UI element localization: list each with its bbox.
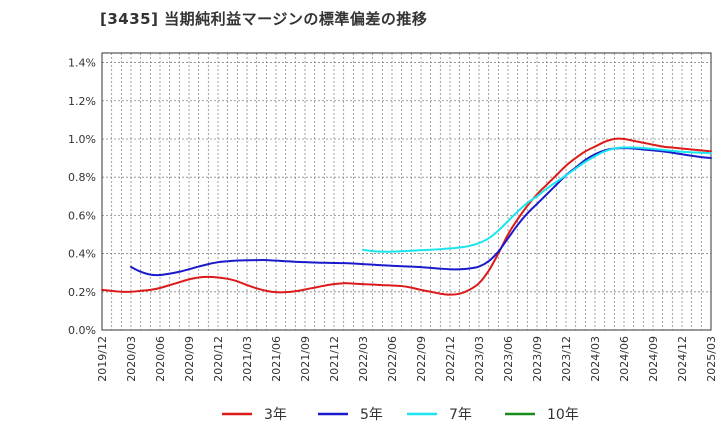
x-tick-label: 2022/06 (386, 336, 399, 382)
x-tick-label: 2021/03 (241, 336, 254, 382)
legend: 3年 5年 7年 10年 (222, 407, 579, 423)
y-tick-label: 1.4% (68, 57, 96, 70)
x-tick-label: 2022/12 (444, 336, 457, 382)
legend-label-2: 7年 (449, 407, 472, 423)
x-tick-label: 2024/09 (647, 336, 660, 382)
x-tick-label: 2022/09 (415, 336, 428, 382)
x-tick-label: 2023/09 (531, 336, 544, 382)
series-line-0 (101, 137, 712, 296)
chart-title: [3435] 当期純利益マージンの標準偏差の推移 (100, 10, 428, 28)
x-tick-label: 2024/03 (589, 336, 602, 382)
x-tick-label: 2024/12 (676, 336, 689, 382)
series-line-2 (362, 146, 712, 253)
y-tick-label: 1.0% (68, 133, 96, 146)
x-tick-label: 2020/03 (125, 336, 138, 382)
x-tick-label: 2023/06 (502, 336, 515, 382)
x-axis-ticks: 2019/12 2020/03 2020/06 2020/09 2020/12 2021/… (96, 336, 718, 382)
y-axis-ticks: 0.0% 0.2% 0.4% 0.6% 0.8% 1.0% 1.2% 1.4% (68, 57, 96, 337)
grid-layer (102, 53, 711, 330)
y-tick-label: 1.2% (68, 95, 96, 108)
y-tick-label: 0.0% (68, 324, 96, 337)
series-layer (101, 137, 712, 296)
y-tick-label: 0.8% (68, 171, 96, 184)
plot-area (102, 53, 711, 330)
legend-label-0: 3年 (264, 407, 287, 423)
x-tick-label: 2024/06 (618, 336, 631, 382)
x-tick-label: 2023/12 (560, 336, 573, 382)
legend-label-1: 5年 (360, 407, 383, 423)
x-tick-label: 2021/12 (328, 336, 341, 382)
legend-label-3: 10年 (547, 407, 579, 423)
y-tick-label: 0.4% (68, 248, 96, 261)
plot-border (101, 52, 712, 331)
x-tick-label: 2020/06 (154, 336, 167, 382)
x-tick-label: 2021/09 (299, 336, 312, 382)
x-tick-label: 2023/03 (473, 336, 486, 382)
y-tick-label: 0.2% (68, 286, 96, 299)
x-tick-label: 2021/06 (270, 336, 283, 382)
x-tick-label: 2019/12 (96, 336, 109, 382)
y-tick-label: 0.6% (68, 209, 96, 222)
x-tick-label: 2025/03 (705, 336, 718, 382)
x-tick-label: 2020/09 (183, 336, 196, 382)
x-tick-label: 2020/12 (212, 336, 225, 382)
x-tick-label: 2022/03 (357, 336, 370, 382)
